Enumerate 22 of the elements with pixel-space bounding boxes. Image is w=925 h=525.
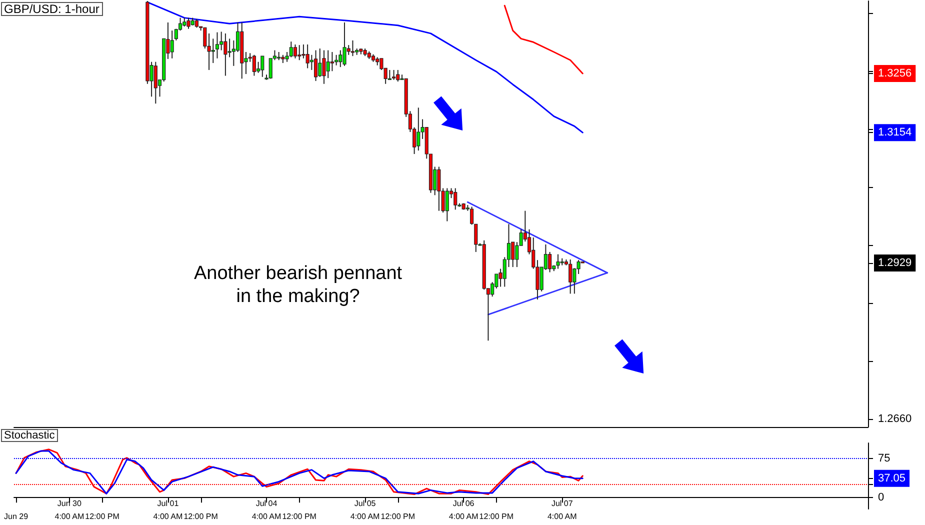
y-tick-label: 1.3256 (878, 67, 912, 80)
y-tick-label: 1.2929 (878, 256, 912, 269)
x-tick-label: Jul 06 4:00 AM (448, 499, 479, 521)
x-tick-label: Jul 05 4:00 AM (350, 499, 380, 521)
y-tick-label: 1.2660 (878, 412, 912, 425)
annotation: Another bearish pennant in the making? (194, 263, 403, 307)
x-tick-label: Jun 30 4:00 AM (54, 499, 84, 521)
y-tick-label: 37.05 (878, 472, 906, 484)
chart-title: Stochastic (4, 430, 56, 442)
chart-title: GBP/USD: 1-hour (4, 2, 100, 16)
x-tick-label: 12:00 PM (85, 512, 120, 521)
x-tick-label: Jul 07 4:00 AM (547, 499, 578, 521)
y-tick-label: 75 (878, 452, 890, 465)
x-tick-label: 12:00 PM (184, 512, 218, 521)
x-tick-label: Jun 29 (4, 512, 29, 521)
y-tick-label: 0 (878, 492, 884, 504)
x-tick-label: 12:00 PM (282, 512, 317, 521)
x-tick-label: 12:00 PM (479, 512, 514, 521)
y-tick-label: 1.3154 (878, 126, 912, 139)
x-tick-label: 12:00 PM (380, 512, 416, 521)
x-tick-label: Jul 01 4:00 AM (153, 499, 183, 521)
x-tick-label: Jul 04 4:00 AM (252, 499, 282, 521)
